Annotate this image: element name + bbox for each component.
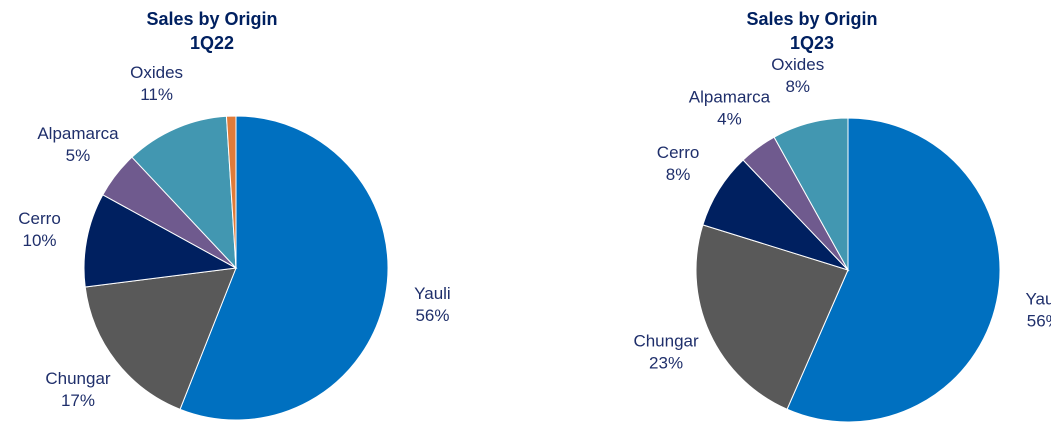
pie-slice: [131, 115, 237, 270]
pie-slice: [225, 115, 237, 269]
chart-title: Sales by Origin: [746, 9, 877, 29]
slice-value-label: 56%: [415, 306, 449, 325]
chart-subtitle: 1Q23: [790, 33, 834, 53]
slice-label: Alpamarca: [689, 87, 771, 106]
slice-label: Cerro: [657, 143, 700, 162]
chart-title: Sales by Origin: [146, 9, 277, 29]
slice-value-label: 5%: [66, 146, 91, 165]
slice-value-label: 23%: [649, 354, 683, 373]
slice-label: Yauli: [1025, 289, 1051, 308]
slice-value-label: 8%: [666, 165, 691, 184]
slice-value-label: 4%: [717, 109, 742, 128]
slice-label: Oxides: [771, 55, 824, 74]
pie-slice: [83, 194, 238, 288]
pie-slice: [84, 267, 237, 410]
slice-label: Yauli: [414, 284, 451, 303]
slice-value-label: 8%: [785, 77, 810, 96]
chart-subtitle: 1Q22: [190, 33, 234, 53]
pie-slice: [179, 115, 389, 421]
slice-label: Chungar: [45, 369, 111, 388]
slice-value-label: 17%: [61, 391, 95, 410]
pie-slice: [773, 117, 849, 272]
pie-slice: [695, 224, 849, 410]
slice-value-label: 56%: [1027, 311, 1051, 330]
slice-value-label: 11%: [140, 85, 173, 104]
pie-slice: [786, 117, 1001, 423]
slice-label: Chungar: [633, 332, 699, 351]
slice-label: Oxides: [130, 63, 183, 82]
slice-label: Cerro: [18, 209, 61, 228]
slice-label: Alpamarca: [37, 124, 119, 143]
slice-value-label: 10%: [23, 231, 57, 250]
